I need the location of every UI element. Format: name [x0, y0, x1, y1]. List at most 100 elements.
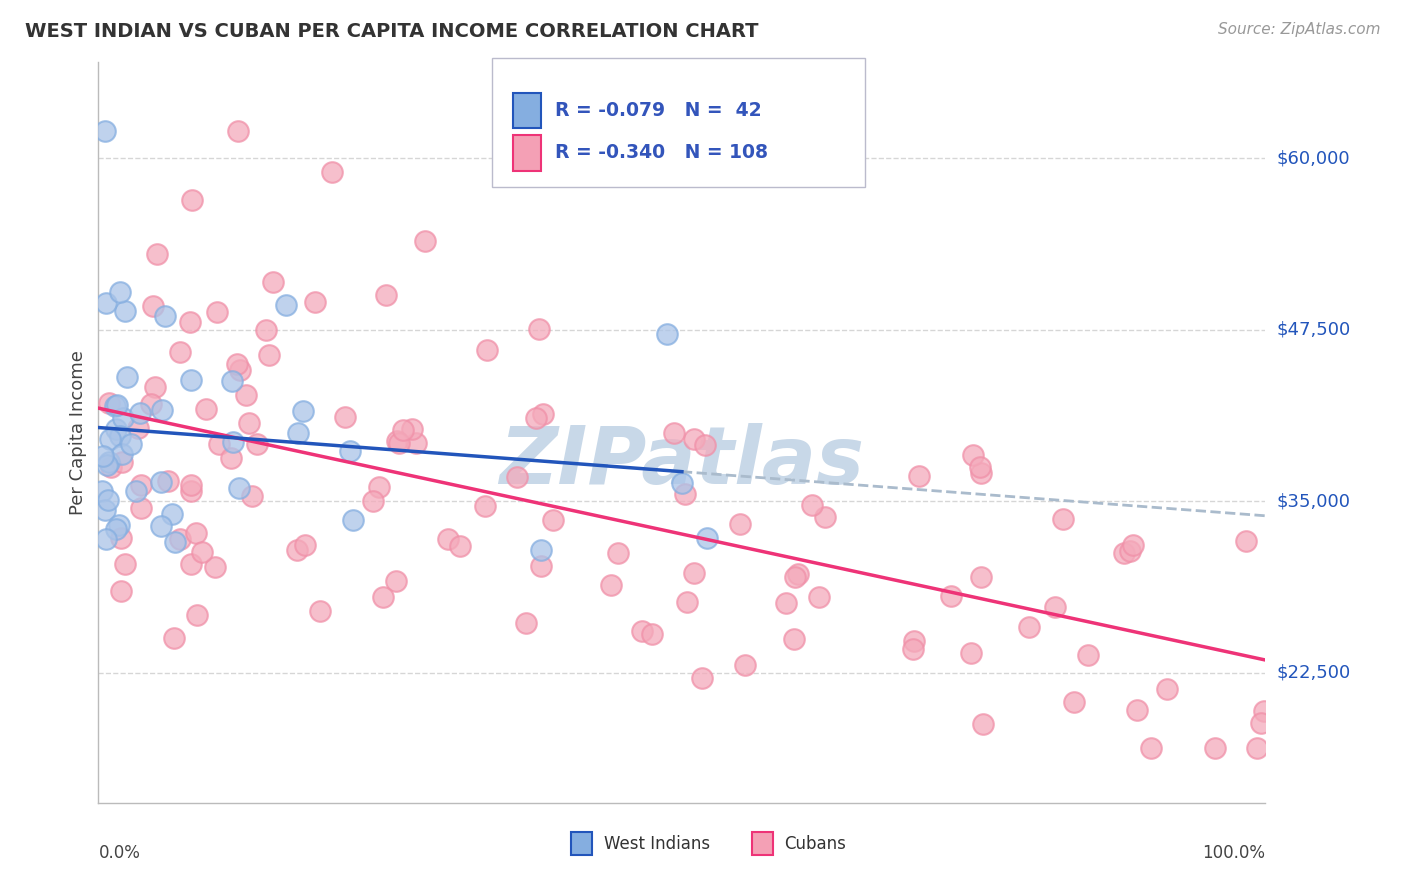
Point [160, 507, 183, 521]
Point [304, 295, 326, 310]
Point [907, 469, 929, 483]
Point [274, 298, 297, 312]
Point [662, 426, 685, 441]
Point [775, 596, 797, 610]
Point [1063, 695, 1085, 709]
Point [191, 544, 214, 558]
Text: $60,000: $60,000 [1277, 150, 1350, 168]
Point [1119, 544, 1142, 558]
Point [105, 398, 128, 412]
Point [962, 448, 984, 462]
Text: ZIPatlas: ZIPatlas [499, 423, 865, 501]
Point [111, 455, 134, 469]
Point [96, 458, 118, 473]
Point [94, 296, 117, 310]
Point [222, 435, 245, 450]
Point [1234, 534, 1257, 549]
Point [128, 406, 150, 420]
Point [98, 432, 121, 446]
Point [287, 426, 309, 441]
Point [630, 624, 652, 638]
Point [262, 275, 284, 289]
Point [163, 535, 186, 549]
Point [671, 475, 693, 490]
Point [110, 285, 132, 299]
Point [149, 475, 172, 490]
Point [676, 595, 699, 609]
Point [1077, 648, 1099, 662]
Point [179, 315, 201, 329]
Y-axis label: Per Capita Income: Per Capita Income [69, 351, 87, 515]
Point [783, 632, 806, 647]
Point [127, 421, 149, 435]
Point [1250, 715, 1272, 730]
Point [1112, 546, 1135, 560]
Point [449, 539, 471, 553]
Point [368, 480, 391, 494]
Point [385, 434, 408, 448]
Text: Source: ZipAtlas.com: Source: ZipAtlas.com [1218, 22, 1381, 37]
Point [108, 518, 131, 533]
Point [474, 500, 496, 514]
Text: 100.0%: 100.0% [1202, 844, 1265, 862]
Point [901, 642, 924, 657]
Point [150, 519, 173, 533]
Point [246, 436, 269, 450]
Point [221, 375, 243, 389]
Point [94, 124, 117, 138]
Bar [571, 832, 592, 855]
Point [143, 380, 166, 394]
Point [238, 416, 260, 430]
Point [309, 604, 332, 618]
Point [91, 449, 114, 463]
Point [105, 422, 128, 436]
Point [1140, 741, 1163, 756]
Point [808, 590, 831, 604]
Point [180, 193, 202, 207]
Point [110, 584, 132, 599]
Point [530, 542, 553, 557]
Point [814, 509, 837, 524]
Point [1156, 681, 1178, 696]
Text: 0.0%: 0.0% [98, 844, 141, 862]
Point [606, 546, 628, 560]
Point [129, 501, 152, 516]
Point [401, 422, 423, 436]
Point [150, 403, 173, 417]
Point [696, 531, 718, 545]
Point [100, 459, 122, 474]
Point [129, 478, 152, 492]
Point [531, 407, 554, 421]
Text: $35,000: $35,000 [1277, 492, 1351, 510]
Point [682, 566, 704, 580]
Point [903, 633, 925, 648]
Point [153, 309, 176, 323]
Point [392, 423, 415, 437]
Point [294, 538, 316, 552]
Point [1253, 704, 1275, 718]
Point [221, 450, 243, 465]
Point [114, 558, 136, 572]
Text: West Indians: West Indians [603, 835, 710, 853]
Point [254, 323, 277, 337]
Point [104, 522, 127, 536]
Point [1246, 741, 1268, 756]
Point [361, 494, 384, 508]
Point [169, 344, 191, 359]
Point [1126, 702, 1149, 716]
Point [436, 532, 458, 546]
Point [371, 590, 394, 604]
Text: R = -0.340   N = 108: R = -0.340 N = 108 [555, 144, 768, 162]
Point [226, 357, 249, 371]
Point [114, 304, 136, 318]
Point [120, 436, 142, 450]
Point [374, 288, 396, 302]
Point [228, 124, 250, 138]
Point [94, 533, 117, 547]
Point [959, 646, 981, 660]
Point [342, 513, 364, 527]
Text: R = -0.079   N =  42: R = -0.079 N = 42 [555, 101, 762, 120]
Point [204, 560, 226, 574]
Point [405, 435, 427, 450]
Point [1204, 741, 1226, 756]
